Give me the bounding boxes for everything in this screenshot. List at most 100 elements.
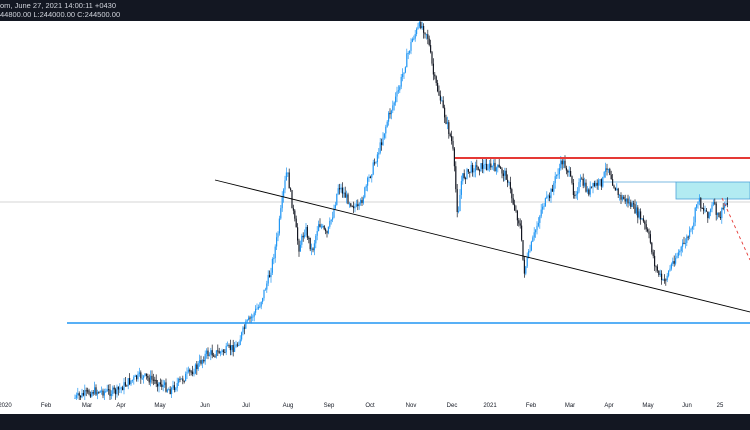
candle-body — [512, 198, 514, 205]
candle-body — [456, 189, 458, 212]
candle-body — [283, 189, 285, 198]
candle-body — [270, 272, 272, 278]
candle-body — [362, 197, 364, 203]
candle-body — [260, 301, 262, 307]
candle-body — [148, 377, 150, 383]
candle-body — [143, 375, 145, 379]
candle-body — [493, 162, 495, 166]
candle-body — [229, 345, 231, 351]
candle-body — [655, 266, 657, 268]
candle-body — [145, 373, 147, 376]
candle-body — [178, 378, 180, 384]
candle-body — [701, 208, 703, 209]
candle-body — [610, 174, 612, 180]
candle-body — [501, 168, 503, 174]
candle-body — [616, 188, 618, 191]
candle-body — [85, 390, 87, 392]
candle-body — [315, 235, 317, 244]
time-axis-tick: Feb — [525, 403, 537, 409]
time-axis[interactable]: 2020 Feb Mar Apr May Jun Jul Aug Sep Oct Nov Dec 202… — [0, 400, 750, 414]
candle-body — [663, 279, 665, 281]
time-axis-tick: Jul — [242, 403, 250, 409]
candle-body — [168, 389, 170, 391]
candle-body — [508, 182, 510, 184]
candle-body — [682, 242, 684, 247]
candle-body — [460, 181, 462, 195]
candle-body — [150, 375, 152, 383]
candle-body — [336, 193, 338, 205]
candle-body — [564, 160, 566, 168]
candle-body — [295, 218, 297, 228]
candle-body — [549, 195, 551, 199]
candle-body — [88, 390, 90, 395]
candle-body — [379, 142, 381, 153]
candle-body — [700, 198, 702, 208]
candle-body — [560, 160, 562, 169]
candle-body — [705, 210, 707, 212]
chart-plot-area[interactable] — [0, 19, 750, 402]
candle-body — [613, 185, 615, 188]
candle-body — [521, 225, 523, 241]
candle-body — [234, 347, 236, 352]
candle-body — [654, 255, 656, 267]
time-axis-tick: Jun — [682, 403, 692, 409]
candle-body — [609, 168, 611, 175]
candle-body — [427, 34, 429, 39]
candle-body — [474, 165, 476, 172]
candle-body — [99, 390, 101, 393]
candle-body — [535, 230, 537, 233]
candle-body — [151, 375, 153, 380]
candle-body — [383, 133, 385, 138]
candle-body — [425, 34, 427, 36]
candle-body — [416, 28, 418, 34]
candle-body — [575, 194, 577, 196]
candle-body — [721, 207, 723, 219]
candle-body — [376, 154, 378, 163]
candle-body — [182, 378, 184, 381]
candle-body — [717, 212, 719, 215]
candle-body — [343, 192, 345, 194]
candle-body — [332, 217, 334, 220]
candle-body — [274, 246, 276, 259]
candle-body — [605, 168, 607, 172]
candle-body — [418, 22, 420, 27]
candle-body — [221, 350, 223, 352]
candlestick-chart[interactable] — [0, 19, 750, 402]
candle-body — [253, 312, 255, 317]
candle-body — [547, 195, 549, 197]
candle-body — [561, 160, 563, 165]
candle-body — [157, 383, 159, 387]
candle-body — [486, 163, 488, 170]
time-axis-tick: Sep — [323, 403, 335, 409]
candle-body — [586, 189, 588, 192]
candle-body — [284, 180, 286, 190]
candle-body — [522, 240, 524, 260]
candle-body — [614, 187, 616, 191]
candle-body — [715, 203, 717, 215]
candle-body — [627, 198, 629, 204]
candle-body — [388, 112, 390, 122]
candle-body — [395, 96, 397, 103]
candle-body — [206, 350, 208, 354]
candle-body — [201, 360, 203, 364]
candle-body — [333, 208, 335, 218]
candle-body — [220, 351, 222, 354]
candle-body — [101, 390, 103, 392]
candle-body — [112, 387, 114, 394]
candle-body — [164, 382, 166, 386]
candle-body — [102, 390, 104, 396]
candle-body — [255, 308, 257, 313]
candle-body — [287, 172, 289, 174]
candle-body — [165, 382, 167, 392]
candle-body — [404, 67, 406, 73]
candle-body — [697, 201, 699, 205]
candle-body — [196, 364, 198, 370]
candle-body — [668, 270, 670, 276]
candle-body — [273, 258, 275, 260]
candle-body — [607, 168, 609, 170]
candle-body — [126, 385, 128, 387]
candle-body — [403, 72, 405, 74]
candle-body — [175, 388, 177, 391]
candle-body — [500, 167, 502, 169]
candle-body — [554, 176, 556, 184]
